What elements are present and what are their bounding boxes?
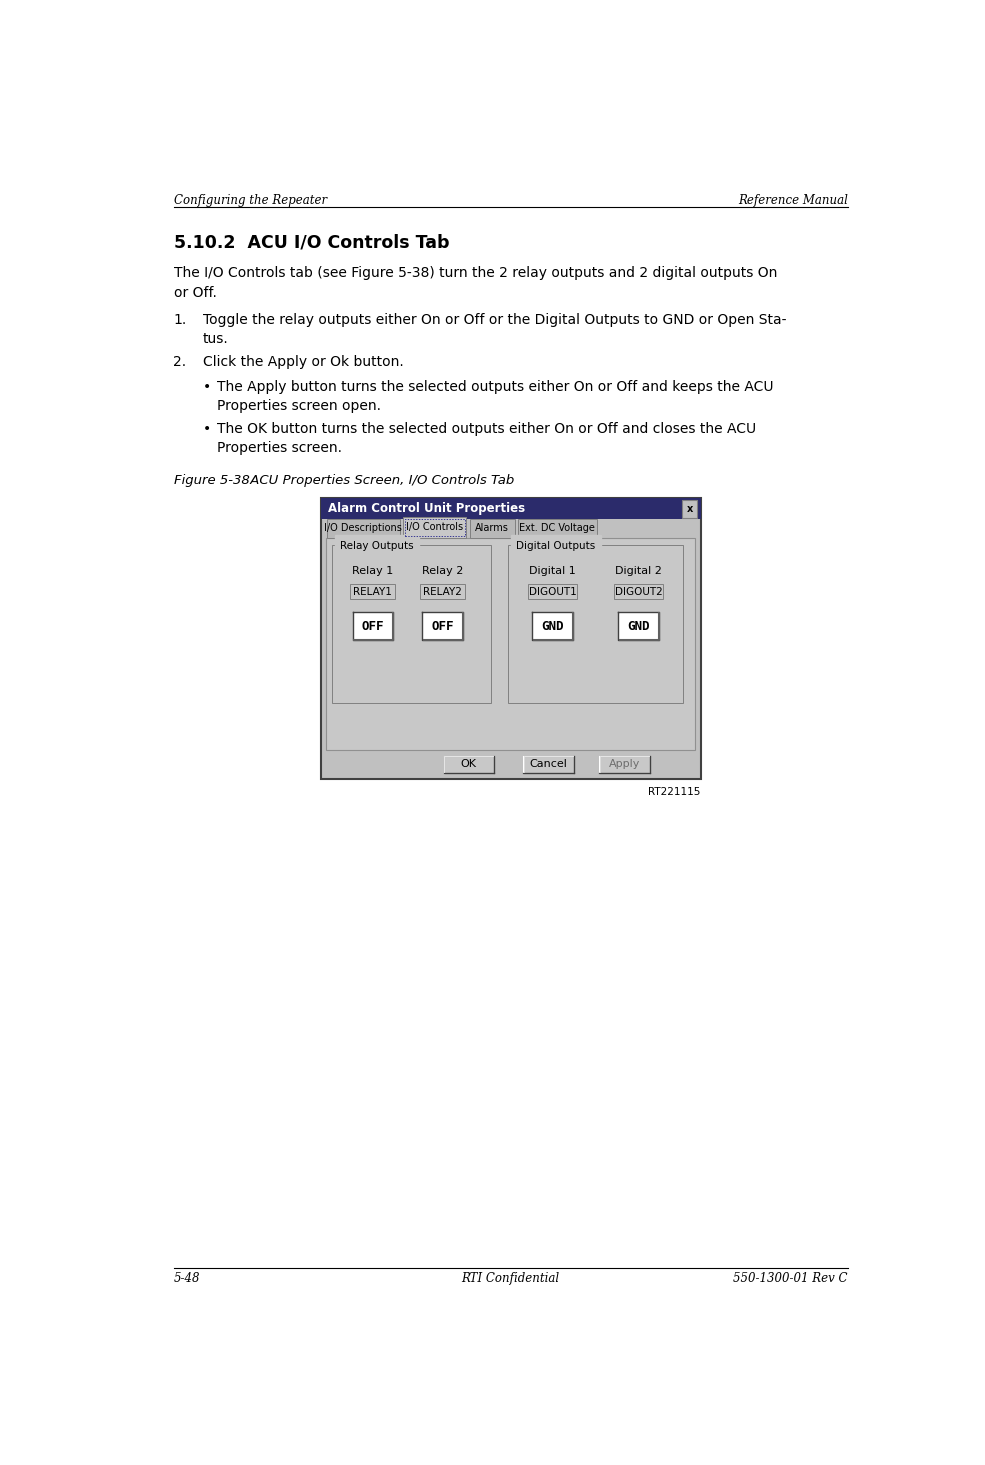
Text: Toggle the relay outputs either On or Off or the Digital Outputs to GND or Open : Toggle the relay outputs either On or Of… [203,314,786,327]
Text: Cancel: Cancel [530,759,567,769]
Text: •: • [203,379,211,394]
FancyBboxPatch shape [619,612,659,640]
Text: Apply: Apply [609,759,640,769]
Text: Properties screen open.: Properties screen open. [217,398,381,413]
Text: OFF: OFF [431,620,454,633]
Text: OK: OK [461,759,477,769]
Text: Alarm Control Unit Properties: Alarm Control Unit Properties [329,502,526,516]
FancyBboxPatch shape [528,585,576,599]
FancyBboxPatch shape [326,538,695,750]
Text: tus.: tus. [203,333,229,346]
Text: x: x [687,504,692,514]
Text: 2.: 2. [173,355,186,369]
FancyBboxPatch shape [532,612,572,640]
Text: 550-1300-01 Rev C: 550-1300-01 Rev C [733,1272,848,1285]
FancyBboxPatch shape [443,756,494,772]
FancyBboxPatch shape [321,498,700,779]
Text: GND: GND [627,620,650,633]
FancyBboxPatch shape [332,545,492,703]
Text: The OK button turns the selected outputs either On or Off and closes the ACU: The OK button turns the selected outputs… [217,422,756,437]
FancyBboxPatch shape [615,585,663,599]
Text: Configuring the Repeater: Configuring the Repeater [173,195,327,207]
FancyBboxPatch shape [599,756,650,772]
FancyBboxPatch shape [682,500,697,517]
Text: The I/O Controls tab (see Figure 5-38) turn the 2 relay outputs and 2 digital ou: The I/O Controls tab (see Figure 5-38) t… [173,265,777,280]
Text: Alarms: Alarms [475,523,509,533]
Text: ACU Properties Screen, I/O Controls Tab: ACU Properties Screen, I/O Controls Tab [230,473,514,486]
Text: Ext. DC Voltage: Ext. DC Voltage [519,523,595,533]
FancyBboxPatch shape [327,519,400,538]
FancyBboxPatch shape [470,519,514,538]
FancyBboxPatch shape [353,612,393,640]
Text: I/O Descriptions: I/O Descriptions [324,523,402,533]
Text: Digital 2: Digital 2 [615,565,662,576]
FancyBboxPatch shape [321,498,700,519]
Text: RTI Confidential: RTI Confidential [462,1272,559,1285]
Text: The Apply button turns the selected outputs either On or Off and keeps the ACU: The Apply button turns the selected outp… [217,379,773,394]
Text: 5.10.2  ACU I/O Controls Tab: 5.10.2 ACU I/O Controls Tab [173,233,449,252]
FancyBboxPatch shape [423,612,463,640]
Text: RT221115: RT221115 [648,787,700,797]
Text: Relay 2: Relay 2 [422,565,463,576]
Text: Digital 1: Digital 1 [529,565,576,576]
Text: Properties screen.: Properties screen. [217,441,342,456]
Text: •: • [203,422,211,437]
FancyBboxPatch shape [420,585,465,599]
Text: RELAY1: RELAY1 [354,586,392,596]
Text: Reference Manual: Reference Manual [738,195,848,207]
FancyBboxPatch shape [508,545,683,703]
Text: 1.: 1. [173,314,187,327]
Text: Relay Outputs: Relay Outputs [340,541,414,551]
Text: Click the Apply or Ok button.: Click the Apply or Ok button. [203,355,404,369]
Text: Digital Outputs: Digital Outputs [516,541,595,551]
Text: Figure 5-38: Figure 5-38 [173,473,249,486]
Text: GND: GND [541,620,563,633]
FancyBboxPatch shape [523,756,574,772]
Text: RELAY2: RELAY2 [423,586,462,596]
Text: OFF: OFF [361,620,384,633]
Text: 5-48: 5-48 [173,1272,200,1285]
Text: DIGOUT1: DIGOUT1 [529,586,576,596]
Text: or Off.: or Off. [173,286,217,300]
Text: DIGOUT2: DIGOUT2 [615,586,662,596]
FancyBboxPatch shape [403,517,467,538]
FancyBboxPatch shape [351,585,395,599]
Text: I/O Controls: I/O Controls [406,523,463,532]
FancyBboxPatch shape [517,519,597,538]
Text: Relay 1: Relay 1 [352,565,393,576]
